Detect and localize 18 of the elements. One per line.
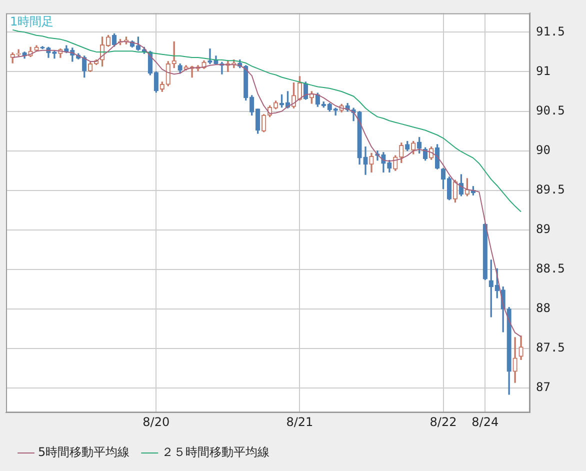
y-tick-label: 89.5 <box>536 182 565 196</box>
chart-title: 1時間足 <box>10 14 54 28</box>
y-tick-label: 91 <box>536 64 550 78</box>
candlestick <box>208 48 212 64</box>
x-tick-label: 8/20 <box>142 414 170 429</box>
y-tick-label: 87.5 <box>536 340 565 355</box>
y-tick-label: 89 <box>536 222 550 236</box>
x-tick-label: 8/22 <box>430 414 457 429</box>
legend-label: 5時間移動平均線 <box>38 445 130 460</box>
y-tick-label: 88 <box>536 301 550 316</box>
y-tick-label: 91.5 <box>536 24 565 38</box>
x-tick-label: 8/24 <box>472 414 499 429</box>
legend-label: ２５時間移動平均線 <box>162 445 270 460</box>
y-tick-label: 87 <box>536 380 550 394</box>
y-tick-label: 90 <box>536 142 550 157</box>
x-tick-label: 8/21 <box>286 414 314 429</box>
y-tick-label: 88.5 <box>536 262 565 276</box>
y-tick-label: 90.5 <box>536 103 565 118</box>
